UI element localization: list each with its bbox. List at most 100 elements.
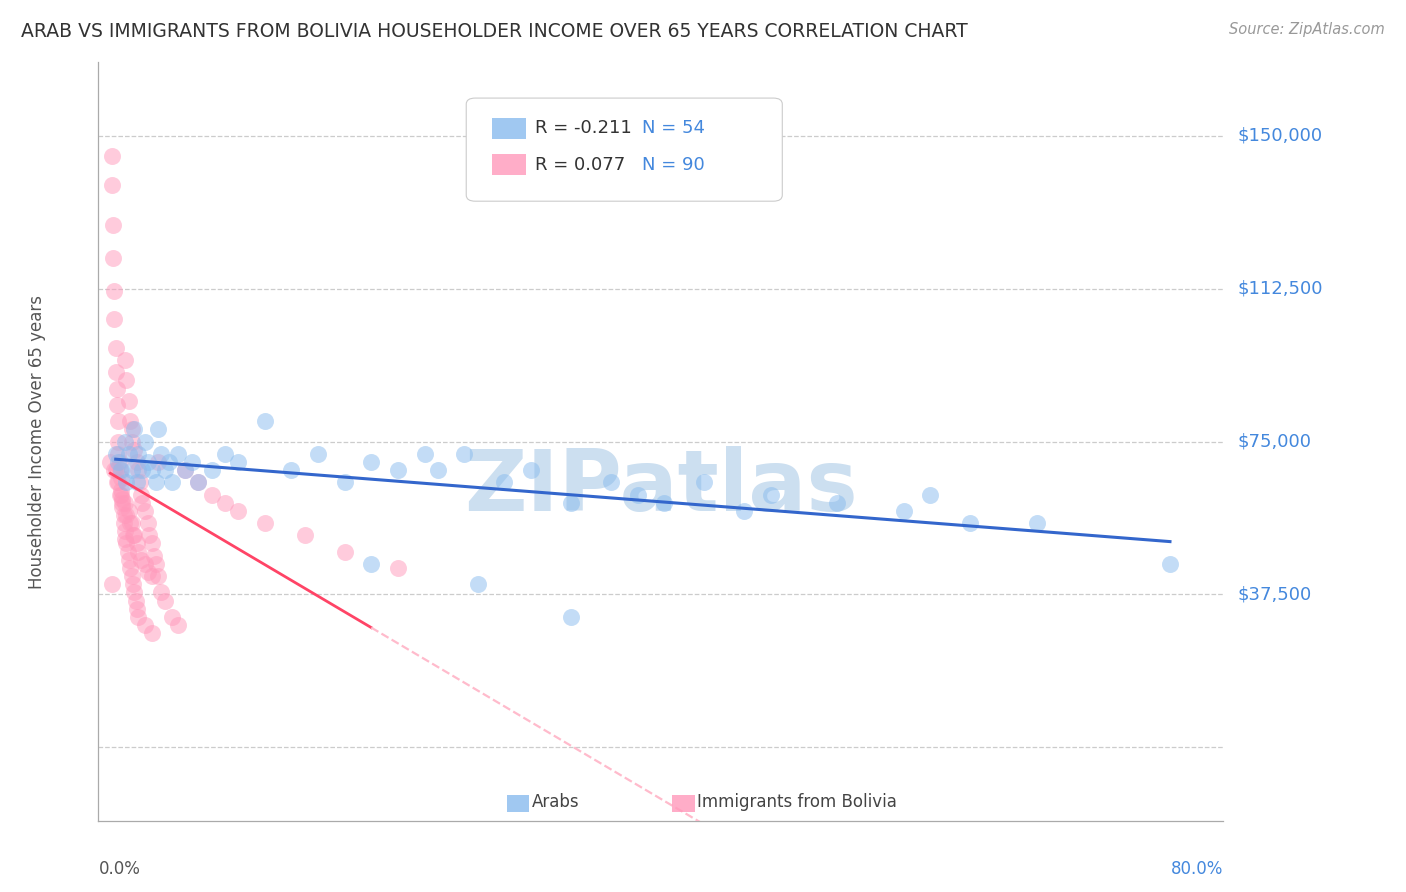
Point xyxy=(560,610,582,624)
Point xyxy=(187,475,209,490)
Point xyxy=(138,528,160,542)
Point xyxy=(134,504,156,518)
Point xyxy=(733,504,755,518)
Point xyxy=(148,569,170,583)
Point xyxy=(114,496,136,510)
Text: $75,000: $75,000 xyxy=(1237,433,1312,450)
Bar xyxy=(492,154,526,176)
Point xyxy=(134,557,156,571)
Point xyxy=(160,475,183,490)
Point xyxy=(110,483,132,498)
Text: R = 0.077: R = 0.077 xyxy=(534,156,643,174)
Point xyxy=(110,463,132,477)
Point xyxy=(226,504,249,518)
Point xyxy=(107,434,129,449)
Point xyxy=(141,463,163,477)
Point xyxy=(825,496,848,510)
Point xyxy=(494,475,516,490)
Point xyxy=(520,463,543,477)
Point xyxy=(141,569,163,583)
Text: $37,500: $37,500 xyxy=(1237,585,1312,603)
Point xyxy=(125,475,148,490)
Point xyxy=(100,149,122,163)
Point xyxy=(100,577,122,591)
Point xyxy=(111,500,134,514)
Point xyxy=(120,516,142,530)
Point xyxy=(121,434,143,449)
Point xyxy=(105,475,128,490)
Point xyxy=(253,414,276,428)
Point xyxy=(560,496,582,510)
Point xyxy=(920,487,942,501)
Point xyxy=(120,414,142,428)
Text: 0.0%: 0.0% xyxy=(98,860,141,878)
Point xyxy=(125,455,148,469)
Point xyxy=(160,610,183,624)
Point xyxy=(134,434,156,449)
Point xyxy=(187,475,209,490)
Point xyxy=(107,475,129,490)
Point xyxy=(294,528,316,542)
Bar xyxy=(506,795,529,812)
Point xyxy=(111,496,134,510)
Point xyxy=(200,487,222,501)
Point xyxy=(107,455,129,469)
Point xyxy=(124,442,146,457)
Text: $150,000: $150,000 xyxy=(1237,127,1322,145)
Point xyxy=(145,475,167,490)
Point xyxy=(118,504,141,518)
Point xyxy=(127,610,149,624)
Point xyxy=(149,585,172,599)
Point xyxy=(125,536,148,550)
Point xyxy=(105,398,128,412)
Point xyxy=(120,561,142,575)
Point xyxy=(125,593,148,607)
Point xyxy=(333,475,356,490)
Point xyxy=(129,487,152,501)
Point xyxy=(426,463,449,477)
Point xyxy=(107,447,129,461)
Point xyxy=(253,516,276,530)
Point xyxy=(148,455,170,469)
Point xyxy=(652,496,675,510)
Point xyxy=(114,533,136,547)
Point xyxy=(136,565,159,579)
Point xyxy=(893,504,915,518)
Point xyxy=(117,544,139,558)
Point xyxy=(387,561,409,575)
Point xyxy=(131,463,153,477)
Text: Householder Income Over 65 years: Householder Income Over 65 years xyxy=(28,294,45,589)
Point xyxy=(214,447,236,461)
Point xyxy=(111,491,134,506)
Bar xyxy=(672,795,695,812)
Point xyxy=(174,463,197,477)
Point xyxy=(214,496,236,510)
Point xyxy=(108,487,131,501)
Point xyxy=(124,422,146,436)
Point xyxy=(118,447,141,461)
Point xyxy=(121,422,143,436)
Point xyxy=(167,447,190,461)
Point xyxy=(128,475,150,490)
Point xyxy=(112,508,135,522)
Point xyxy=(626,487,648,501)
Point xyxy=(104,365,127,379)
Point xyxy=(114,434,136,449)
Point xyxy=(226,455,249,469)
Point xyxy=(122,528,145,542)
Point xyxy=(103,284,125,298)
Text: ZIPatlas: ZIPatlas xyxy=(464,445,858,529)
Point xyxy=(127,544,149,558)
Point xyxy=(467,577,489,591)
Point xyxy=(115,475,138,490)
Point xyxy=(115,508,138,522)
Point xyxy=(333,544,356,558)
Point xyxy=(127,447,149,461)
Point xyxy=(121,463,143,477)
Point xyxy=(101,219,124,233)
Text: ARAB VS IMMIGRANTS FROM BOLIVIA HOUSEHOLDER INCOME OVER 65 YEARS CORRELATION CHA: ARAB VS IMMIGRANTS FROM BOLIVIA HOUSEHOL… xyxy=(21,22,967,41)
Point xyxy=(200,463,222,477)
Point xyxy=(141,626,163,640)
FancyBboxPatch shape xyxy=(467,98,782,202)
Point xyxy=(115,536,138,550)
